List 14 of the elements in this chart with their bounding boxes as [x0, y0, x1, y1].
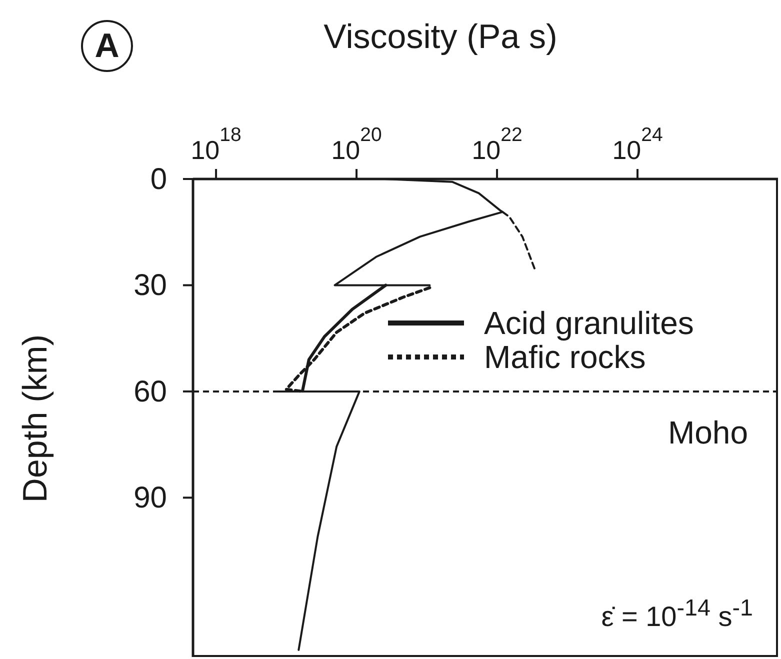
y-tick-label: 0	[150, 163, 167, 196]
annotation: ε̇ = 10$^{-14}$ s$^{-1}$	[601, 595, 753, 632]
y-tick-label: 60	[134, 375, 167, 408]
y-tick-label: 30	[134, 269, 167, 302]
x-tick-label: 10$^{20}$	[331, 124, 382, 165]
x-axis-title: Viscosity (Pa s)	[324, 18, 558, 56]
x-tick-label: 10$^{18}$	[190, 124, 242, 165]
y-axis-title: Depth (km)	[16, 334, 55, 502]
ref-line-label: Moho	[668, 414, 748, 450]
x-tick-label: 10$^{22}$	[472, 124, 522, 165]
x-tick-label: 10$^{24}$	[612, 124, 663, 165]
text: A	[94, 26, 120, 66]
legend-label: Acid granulites	[484, 304, 694, 342]
y-tick-label: 90	[134, 482, 167, 515]
